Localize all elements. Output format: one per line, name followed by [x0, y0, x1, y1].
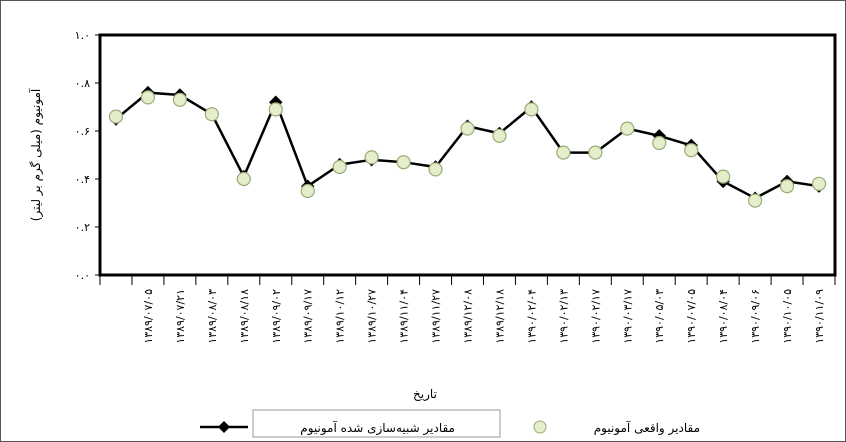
x-tick-label: ۱۳۸۹/۱۰/۲۷	[366, 289, 379, 344]
x-tick-label: ۱۳۸۹/۰۸/۱۸	[238, 289, 251, 344]
y-tick-label: ۰.۸	[75, 77, 90, 90]
x-tick-label: ۱۳۹۰/۰۳/۱۷	[621, 289, 634, 344]
x-tick-label: ۱۳۹۰/۰۹/۰۶	[749, 289, 762, 344]
data-point	[108, 109, 124, 124]
x-tick-label: ۱۳۹۰/۰۸/۰۴	[717, 289, 730, 344]
data-point	[460, 121, 475, 136]
data-point	[236, 171, 251, 187]
data-point	[620, 121, 635, 136]
legend-box	[252, 409, 501, 438]
x-tick-label: ۱۳۹۰/۱۱/۰۹	[813, 289, 826, 344]
x-tick-label: ۱۳۸۹/۱۱/۰۴	[398, 289, 411, 344]
x-tick-label: ۱۳۸۹/۰۹/۰۲	[270, 289, 283, 344]
y-tick-label: ۰.۲	[75, 221, 90, 234]
x-tick-label: ۱۳۸۹/۱۲/۱۸	[493, 289, 506, 344]
x-tick-label: ۱۳۸۹/۰۹/۱۷	[302, 289, 315, 344]
data-point	[172, 92, 187, 107]
legend-label: مقادیر شبیه‌سازی شده آمونیوم	[300, 420, 455, 436]
x-axis-label: تاریخ	[413, 387, 437, 402]
x-tick-label: ۱۳۸۹/۰۸/۰۳	[206, 289, 219, 344]
x-tick-label: ۱۳۹۰/۰۷/۰۵	[685, 289, 698, 344]
data-point	[748, 193, 763, 208]
y-tick-label: ۱.۰	[75, 29, 90, 42]
data-point	[396, 155, 411, 170]
x-tick-label: ۱۳۹۰/۰۲/۰۴	[525, 289, 538, 344]
legend-label: مقادیر واقعی آمونیوم	[594, 420, 700, 436]
data-point	[811, 176, 827, 191]
data-point	[428, 162, 443, 177]
data-point	[652, 135, 667, 151]
plot-area	[98, 33, 837, 277]
y-tick-label: ۰.۶	[75, 125, 90, 138]
y-tick-label: ۰.۰	[75, 269, 90, 282]
data-point	[140, 90, 156, 105]
data-point	[524, 102, 539, 117]
data-point	[204, 107, 219, 122]
x-tick-label: ۱۳۸۹/۱۰/۱۲	[334, 289, 347, 344]
x-tick-label: ۱۳۹۰/۰۵/۰۳	[653, 289, 666, 344]
data-point	[684, 143, 699, 158]
x-tick-label: ۱۳۸۹/۱۲/۰۸	[462, 289, 475, 344]
data-point	[716, 169, 731, 184]
x-tick-label: ۱۳۹۰/۰۲/۱۳	[557, 289, 570, 344]
data-point	[300, 183, 315, 199]
data-point	[332, 159, 347, 175]
x-tick-label: ۱۳۹۰/۰۲/۱۷	[589, 289, 602, 344]
y-tick-label: ۰.۴	[75, 173, 90, 186]
legend-marker	[218, 421, 230, 433]
y-axis-label: آمونیوم (میلی گرم بر لیتر)	[28, 88, 44, 221]
data-point	[556, 145, 571, 160]
legend-marker	[533, 420, 547, 434]
data-point	[364, 150, 379, 165]
data-point	[268, 102, 283, 117]
data-point	[588, 145, 603, 160]
x-tick-label: ۱۳۸۹/۰۷/۲۱	[174, 289, 187, 344]
data-point	[779, 179, 795, 194]
data-point	[492, 128, 507, 143]
x-tick-label: ۱۳۸۹/۱۱/۲۷	[430, 289, 443, 344]
x-tick-label: ۱۳۸۹/۰۷/۰۵	[142, 289, 155, 344]
x-tick-label: ۱۳۹۰/۱۰/۰۵	[781, 289, 794, 344]
